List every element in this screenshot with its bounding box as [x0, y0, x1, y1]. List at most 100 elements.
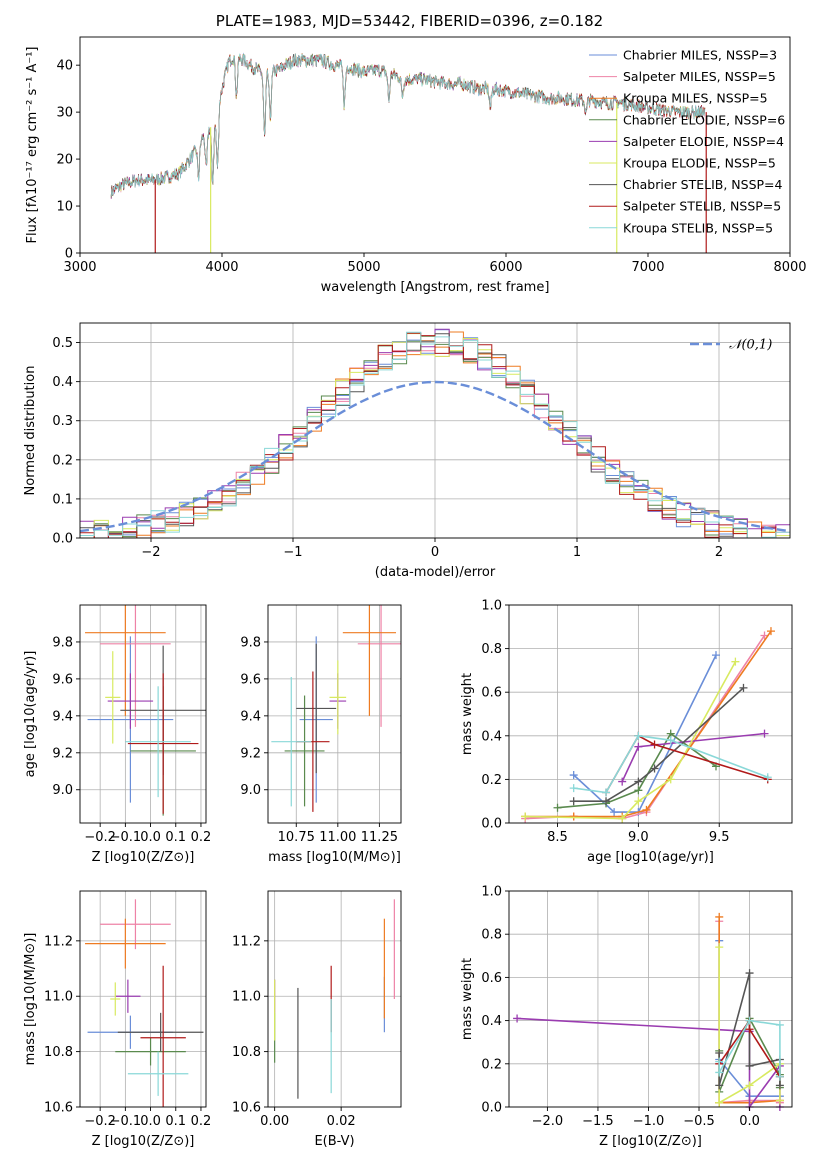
x-tick-label: 9.5 [709, 830, 730, 845]
histogram-steps [80, 328, 790, 538]
x-tick-label: 5000 [347, 260, 380, 275]
y-tick-label: 0.4 [481, 729, 502, 744]
y-tick-label: 1.0 [481, 599, 502, 614]
y-tick-label: 0.8 [481, 928, 502, 943]
legend-label: Salpeter ELODIE, NSSP=4 [623, 134, 784, 149]
y-tick-label: 9.2 [52, 746, 73, 761]
spectrum-line [110, 53, 706, 196]
y-tick-label: 0.6 [481, 971, 502, 986]
y-axis-label: age [log10(age/yr)] [23, 651, 38, 778]
plot-frame [508, 604, 793, 824]
y-tick-label: 0.4 [481, 1014, 502, 1029]
x-tick-label: −1.5 [582, 1114, 614, 1129]
figure-title: PLATE=1983, MJD=53442, FIBERID=0396, z=0… [215, 12, 604, 30]
x-tick-label: 3000 [63, 260, 96, 275]
weight-point [715, 1057, 724, 1066]
y-axis-label: mass weight [460, 958, 475, 1040]
y-tick-label: 11.0 [232, 990, 261, 1005]
y-axis-label: mass [log10(M/M⊙)] [23, 933, 38, 1066]
y-tick-label: 0.4 [52, 375, 73, 390]
weight-point [618, 777, 627, 786]
x-tick-label: 10.75 [278, 830, 315, 845]
x-tick-label: 0.0 [739, 1114, 760, 1129]
legend-label: Kroupa STELIB, NSSP=5 [623, 220, 773, 235]
histogram-series [80, 335, 790, 538]
x-tick-label: −1.0 [633, 1114, 665, 1129]
x-tick-label: 7000 [631, 260, 664, 275]
y-tick-label: 0 [65, 247, 73, 262]
legend-label: Kroupa ELODIE, NSSP=5 [623, 156, 776, 171]
spectrum-panel: 3000 4000 5000 6000 7000 8000 0 10 20 30 40 wavelen… [25, 36, 807, 295]
error-bars [85, 899, 204, 1107]
plot-frame [508, 890, 793, 1108]
weight-point [650, 740, 659, 749]
y-tick-label: 11.2 [232, 934, 261, 949]
x-axis-label: (data-model)/error [375, 565, 496, 580]
plot-frame [79, 36, 791, 254]
weight-point [634, 797, 643, 806]
massweight-vs-Z-panel: −2.0 −1.5 −1.0 −0.5 0.0 0.0 0.2 0.4 0.6 0.8 1.0 Z [… [460, 885, 793, 1149]
y-tick-label: 10.8 [44, 1045, 73, 1060]
weight-point [553, 803, 562, 812]
spectrum-line [110, 53, 706, 197]
weight-point [731, 657, 740, 666]
x-tick-label: −1 [283, 545, 302, 560]
y-tick-label: 9.0 [52, 783, 73, 798]
error-bars [271, 605, 401, 812]
plot-frame [267, 604, 402, 824]
x-tick-label: 0.1 [165, 1114, 186, 1129]
weight-point [711, 651, 720, 660]
weight-point [775, 1096, 784, 1105]
x-tick-label: 8000 [773, 260, 806, 275]
weight-lines [513, 912, 784, 1111]
spectrum-line [110, 53, 706, 197]
grid [509, 604, 792, 824]
weight-point [745, 1081, 754, 1090]
x-axis-label: E(B-V) [314, 1134, 354, 1149]
mass-vs-EBV-panel: 0.00 0.02 10.6 10.8 11.0 11.2 E(B-V) [232, 890, 402, 1149]
mass-vs-Z-panel: −0.2−0.1 0.0 0.1 0.2 10.6 10.8 11.0 11.2 Z [log1… [23, 890, 211, 1149]
x-tick-label: −2 [141, 545, 160, 560]
y-axis-label: Flux [fλ10⁻¹⁷ erg cm⁻² s⁻¹ A⁻¹] [25, 47, 40, 244]
x-tick-label: −0.5 [683, 1114, 715, 1129]
weight-point [715, 943, 724, 952]
y-tick-label: 0.8 [481, 642, 502, 657]
weight-point [745, 1016, 754, 1025]
y-tick-label: 0.2 [52, 453, 73, 468]
spectrum-line [110, 52, 706, 198]
y-tick-label: 0.5 [52, 336, 73, 351]
y-tick-label: 30 [56, 106, 73, 121]
y-tick-label: 10 [56, 200, 73, 215]
x-axis-label: mass [log10(M/M⊙)] [268, 850, 401, 865]
legend-label: Salpeter MILES, NSSP=5 [623, 69, 776, 84]
weight-point [766, 627, 775, 636]
x-tick-label: −0.2 [84, 830, 116, 845]
weight-point [650, 764, 659, 773]
x-tick-label: 0.0 [140, 830, 161, 845]
y-tick-label: 10.6 [232, 1101, 261, 1116]
y-tick-label: 10.8 [232, 1045, 261, 1060]
weight-point [666, 775, 675, 784]
legend-label: 𝒩(0,1) [729, 338, 772, 353]
weight-point [745, 1025, 754, 1034]
y-tick-label: 11.2 [44, 934, 73, 949]
weight-point [610, 808, 619, 817]
weight-point [739, 683, 748, 692]
x-tick-label: 4000 [205, 260, 238, 275]
age-vs-mass-panel: 10.75 11.00 11.25 9.0 9.2 9.4 9.6 9.8 mass [log1… [240, 604, 402, 865]
y-tick-label: 0.2 [481, 773, 502, 788]
y-tick-label: 0.3 [52, 414, 73, 429]
error-bars [85, 605, 206, 816]
weight-point [715, 912, 724, 921]
plot-frame [79, 890, 207, 1108]
y-tick-label: 9.4 [52, 709, 73, 724]
weight-lines [521, 627, 775, 823]
x-axis-label: Z [log10(Z/Z⊙)] [92, 1134, 195, 1149]
weight-point [521, 812, 530, 821]
weight-point [715, 1081, 724, 1090]
y-tick-label: 20 [56, 153, 73, 168]
y-tick-label: 9.0 [240, 783, 261, 798]
x-tick-label: 2 [715, 545, 723, 560]
legend-label: Salpeter STELIB, NSSP=5 [623, 199, 781, 214]
y-tick-label: 9.8 [240, 635, 261, 650]
